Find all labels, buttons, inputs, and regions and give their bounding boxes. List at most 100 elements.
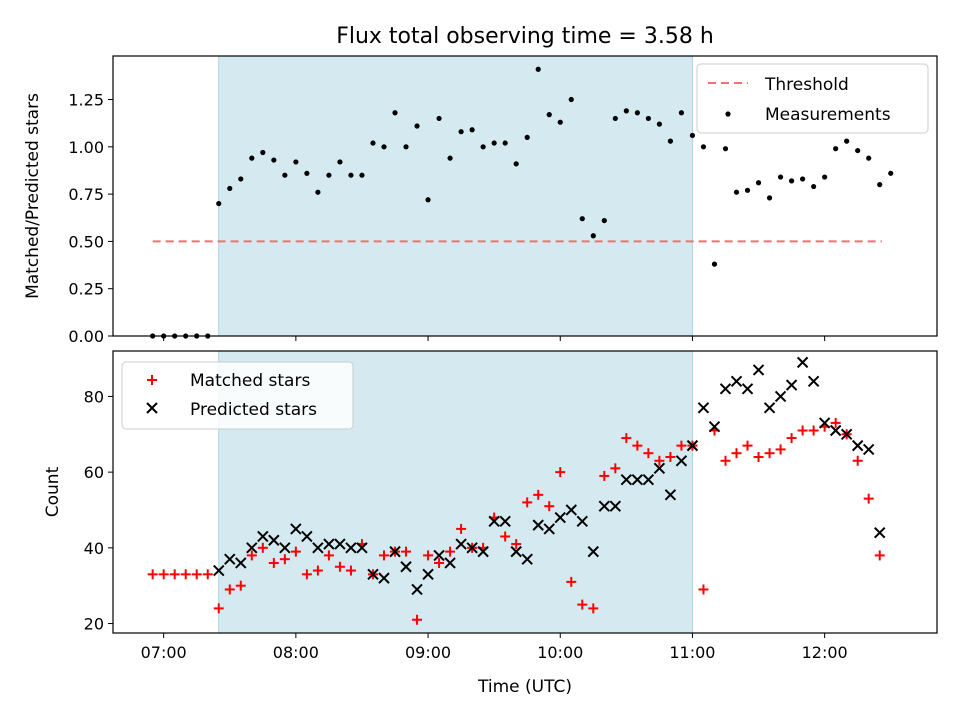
predicted-star-mark-b xyxy=(565,504,577,516)
predicted-star-mark-b xyxy=(719,383,732,395)
predicted-star-point xyxy=(686,439,699,452)
predicted-star-point xyxy=(345,542,357,554)
predicted-star-mark-b xyxy=(235,557,247,569)
predicted-star-point xyxy=(477,545,489,558)
measurement-point xyxy=(271,157,277,163)
predicted-star-point xyxy=(268,534,280,546)
predicted-star-mark-b xyxy=(488,515,500,528)
matched-star-point xyxy=(378,550,389,561)
matched-star-point xyxy=(401,546,412,557)
measurement-point xyxy=(326,172,332,178)
predicted-star-mark-b xyxy=(664,489,677,501)
predicted-star-mark-b xyxy=(818,417,831,429)
matched-star-point xyxy=(566,576,577,587)
predicted-star-mark-b xyxy=(631,473,644,486)
matched-star-point xyxy=(720,455,731,466)
predicted-star-point xyxy=(620,473,633,486)
matched-star-point xyxy=(643,448,654,459)
predicted-star-mark-b xyxy=(422,568,434,581)
predicted-star-point xyxy=(257,530,269,543)
legend-predicted-mark-b xyxy=(146,402,158,414)
predicted-star-mark-b xyxy=(532,519,544,531)
predicted-star-point xyxy=(521,553,533,565)
measurement-point xyxy=(260,149,266,156)
predicted-star-mark-b xyxy=(224,553,236,565)
matched-star-point xyxy=(786,433,797,444)
measurement-point xyxy=(722,146,729,152)
measurement-point xyxy=(833,146,839,152)
predicted-star-mark-b xyxy=(323,538,335,550)
matched-star-point xyxy=(863,493,874,504)
measurement-point xyxy=(656,121,662,127)
matched-star-point xyxy=(621,433,632,444)
predicted-star-point xyxy=(312,542,324,554)
predicted-star-mark-b xyxy=(730,375,743,387)
predicted-star-point xyxy=(598,500,611,512)
predicted-star-point xyxy=(642,473,655,486)
measurement-point xyxy=(282,172,288,178)
measurement-point xyxy=(238,176,244,182)
matched-star-point xyxy=(830,417,841,428)
measurement-point xyxy=(546,112,552,118)
predicted-star-mark-b xyxy=(301,530,313,543)
measurement-point xyxy=(414,123,420,129)
matched-star-point xyxy=(742,440,753,451)
predicted-star-point xyxy=(807,375,820,387)
matched-star-point xyxy=(169,569,180,580)
predicted-star-mark-b xyxy=(587,545,600,558)
measurement-point xyxy=(304,170,310,176)
matched-star-point xyxy=(412,614,423,625)
measurement-point xyxy=(634,110,640,116)
matched-star-point xyxy=(213,603,224,614)
y-tick-label: 0.25 xyxy=(68,280,104,299)
predicted-star-point xyxy=(774,390,787,403)
predicted-star-point xyxy=(224,553,236,565)
predicted-star-mark-b xyxy=(840,428,853,440)
y-axis-label: Matched/Predicted stars xyxy=(23,93,43,299)
matched-star-point xyxy=(808,425,819,436)
predicted-star-point xyxy=(444,557,456,569)
matched-star-point xyxy=(345,565,356,576)
x-tick-label: 08:00 xyxy=(273,643,319,662)
legend-measurement-label: Measurements xyxy=(765,105,891,125)
matched-star-point xyxy=(676,440,687,451)
matched-star-point xyxy=(511,539,522,550)
predicted-star-point xyxy=(664,489,677,501)
matched-star-point xyxy=(158,569,169,580)
predicted-star-point xyxy=(301,530,313,543)
measurement-point xyxy=(755,180,762,186)
measurement-point xyxy=(359,172,365,178)
matched-star-point xyxy=(874,550,885,561)
predicted-star-mark-b xyxy=(345,542,357,554)
matched-star-point xyxy=(191,569,202,580)
legend: Matched stars Predicted stars xyxy=(121,361,354,430)
predicted-star-mark-b xyxy=(785,379,798,391)
matched-star-point xyxy=(224,584,235,595)
matched-star-point xyxy=(445,546,456,557)
measurement-point xyxy=(601,217,607,224)
matched-star-point xyxy=(610,463,621,474)
matched-star-point xyxy=(797,425,808,436)
predicted-star-point xyxy=(796,356,809,369)
predicted-star-point xyxy=(565,504,577,516)
predicted-star-point xyxy=(543,523,555,535)
predicted-star-point xyxy=(378,572,390,584)
predicted-star-point xyxy=(576,515,588,528)
predicted-star-mark-b xyxy=(796,356,809,369)
matched-star-point xyxy=(147,569,158,580)
measurement-point xyxy=(844,138,850,144)
predicted-star-point xyxy=(587,545,600,558)
predicted-star-point xyxy=(411,583,423,596)
predicted-star-point xyxy=(488,515,500,528)
matched-star-point xyxy=(500,531,511,542)
x-tick-label: 11:00 xyxy=(669,643,715,662)
matched-star-point xyxy=(555,467,566,478)
measurement-point xyxy=(480,144,486,150)
predicted-star-mark-b xyxy=(279,542,291,554)
matched-star-point xyxy=(533,489,544,500)
measurement-point xyxy=(348,172,354,178)
y-tick-label: 20 xyxy=(84,615,104,634)
predicted-star-point xyxy=(653,462,666,475)
matched-star-point xyxy=(202,569,213,580)
predicted-star-mark-b xyxy=(653,462,666,475)
